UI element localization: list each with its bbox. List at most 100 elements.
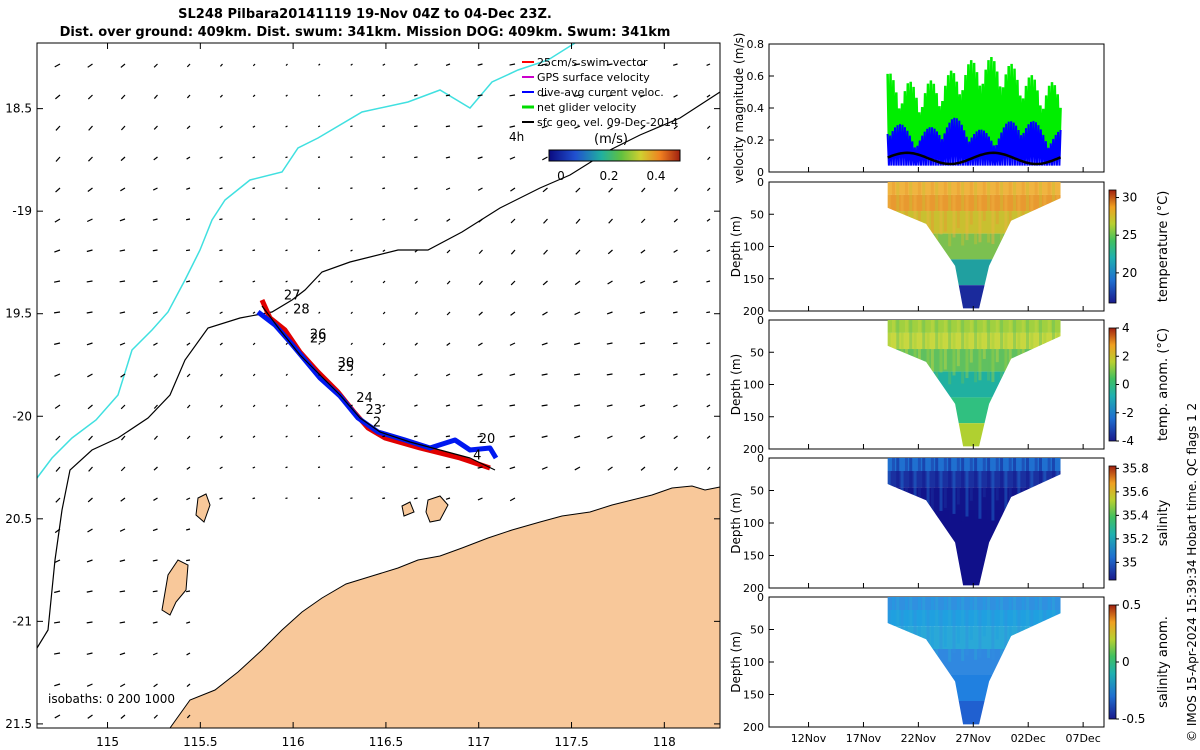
section-streak	[1017, 182, 1021, 247]
velocity-arrow	[574, 342, 581, 346]
section-streak	[913, 182, 917, 228]
section-streak	[913, 597, 917, 644]
velocity-arrow	[510, 280, 516, 286]
velocity-arrow	[445, 497, 451, 500]
velocity-arrow	[54, 404, 61, 409]
x-tick-label: 117	[467, 735, 490, 749]
velocity-arrow	[543, 218, 548, 224]
velocity-arrow	[219, 466, 223, 470]
y-tick-label: 0	[757, 176, 764, 189]
dive-avg-current-series	[886, 117, 1062, 166]
y-tick-label: -21	[12, 614, 32, 628]
colorbar-tick-label: 35.2	[1122, 532, 1149, 546]
track-day-label: 2	[373, 416, 381, 431]
velocity-arrow	[54, 342, 61, 345]
velocity-arrow	[706, 63, 711, 67]
velocity-arrow	[541, 125, 548, 129]
section-streak	[926, 320, 930, 370]
geostrophic-velocity-field	[53, 63, 711, 719]
velocity-arrow	[252, 435, 256, 438]
colorbar-tick-label: 25	[1122, 228, 1137, 242]
velocity-arrow	[509, 466, 516, 470]
colorbar-gradient	[548, 149, 681, 162]
velocity-arrow	[672, 311, 678, 314]
section-streak	[1026, 182, 1030, 235]
velocity-arrow	[382, 249, 386, 253]
y-tick-label: 21.5	[5, 717, 32, 731]
section-band	[887, 182, 1061, 195]
velocity-arrow	[252, 311, 256, 314]
velocity-arrow	[706, 435, 711, 439]
velocity-arrow	[186, 280, 191, 283]
date-tick-label: 12Nov	[791, 732, 827, 745]
velocity-arrow	[575, 187, 581, 193]
velocity-arrow	[86, 311, 93, 314]
velocity-arrow	[639, 311, 646, 314]
velocity-arrow	[252, 342, 256, 346]
velocity-arrow	[510, 218, 516, 224]
velocity-arrow	[640, 280, 646, 284]
velocity-arrow	[285, 373, 288, 376]
velocity-arrow	[350, 125, 353, 128]
velocity-arrow	[477, 187, 483, 191]
section-streak	[961, 182, 965, 246]
velocity-arrow	[152, 218, 158, 221]
depth-ylabel: Depth (m)	[729, 216, 743, 277]
section-colorbar	[1108, 604, 1117, 720]
island	[195, 493, 211, 523]
velocity-arrow	[673, 63, 678, 66]
velocity-arrow	[120, 94, 126, 100]
velocity-arrow	[152, 249, 158, 252]
velocity-arrow	[510, 187, 516, 192]
section-streak	[982, 182, 986, 221]
velocity-arrow	[446, 280, 451, 285]
velocity-arrow	[414, 218, 418, 222]
velocity-arrow	[706, 94, 711, 98]
section-streak	[1013, 182, 1017, 238]
section-streak	[987, 597, 991, 659]
velocity-arrow	[152, 621, 158, 624]
velocity-arrow	[153, 63, 158, 68]
velocity-arrow	[54, 528, 61, 534]
velocity-arrow	[285, 404, 288, 407]
y-tick-label: 0.4	[747, 102, 765, 115]
section-streak	[965, 597, 969, 656]
velocity-arrow	[87, 373, 93, 378]
velocity-arrow	[317, 249, 321, 252]
velocity-arrow	[350, 311, 353, 315]
velocity-arrow	[477, 373, 483, 377]
section-streak	[922, 597, 926, 662]
section-streak	[943, 597, 947, 647]
velocity-arrow	[574, 94, 581, 97]
velocity-arrow	[640, 218, 646, 224]
velocity-arrow	[639, 373, 646, 376]
velocity-arrow	[673, 249, 678, 253]
colorbar-tick-label: 35.4	[1122, 508, 1149, 522]
velocity-arrow	[541, 404, 548, 407]
velocity-arrow	[509, 497, 516, 502]
velocity-arrow	[153, 373, 158, 378]
velocity-arrow	[606, 373, 613, 376]
velocity-arrow	[414, 404, 418, 407]
velocity-arrow	[120, 187, 126, 192]
section-streak	[978, 320, 982, 381]
velocity-arrow	[350, 94, 353, 97]
velocity-arrow	[219, 125, 223, 129]
colorbar-tick-label: -0.5	[1122, 712, 1145, 726]
section-streak	[1004, 458, 1008, 522]
section-streak	[1008, 182, 1012, 228]
velocity-arrow	[53, 280, 61, 283]
section-streak	[978, 597, 982, 658]
y-tick-label: 50	[750, 624, 764, 637]
section-panel: 0 50 100 150 200 Depth (m) 4 2 0 -2 -4 temp. anom. …	[729, 314, 1171, 456]
section-streak	[1034, 597, 1038, 650]
section-streak	[961, 458, 965, 522]
velocity-arrow	[477, 94, 483, 97]
plot-title-line-2: Dist. over ground: 409km. Dist. swum: 34…	[59, 25, 671, 40]
velocity-arrow	[87, 528, 93, 533]
velocity-arrow	[478, 249, 483, 255]
velocity-arrow	[88, 156, 93, 162]
section-streak	[969, 458, 973, 501]
island	[401, 501, 415, 517]
